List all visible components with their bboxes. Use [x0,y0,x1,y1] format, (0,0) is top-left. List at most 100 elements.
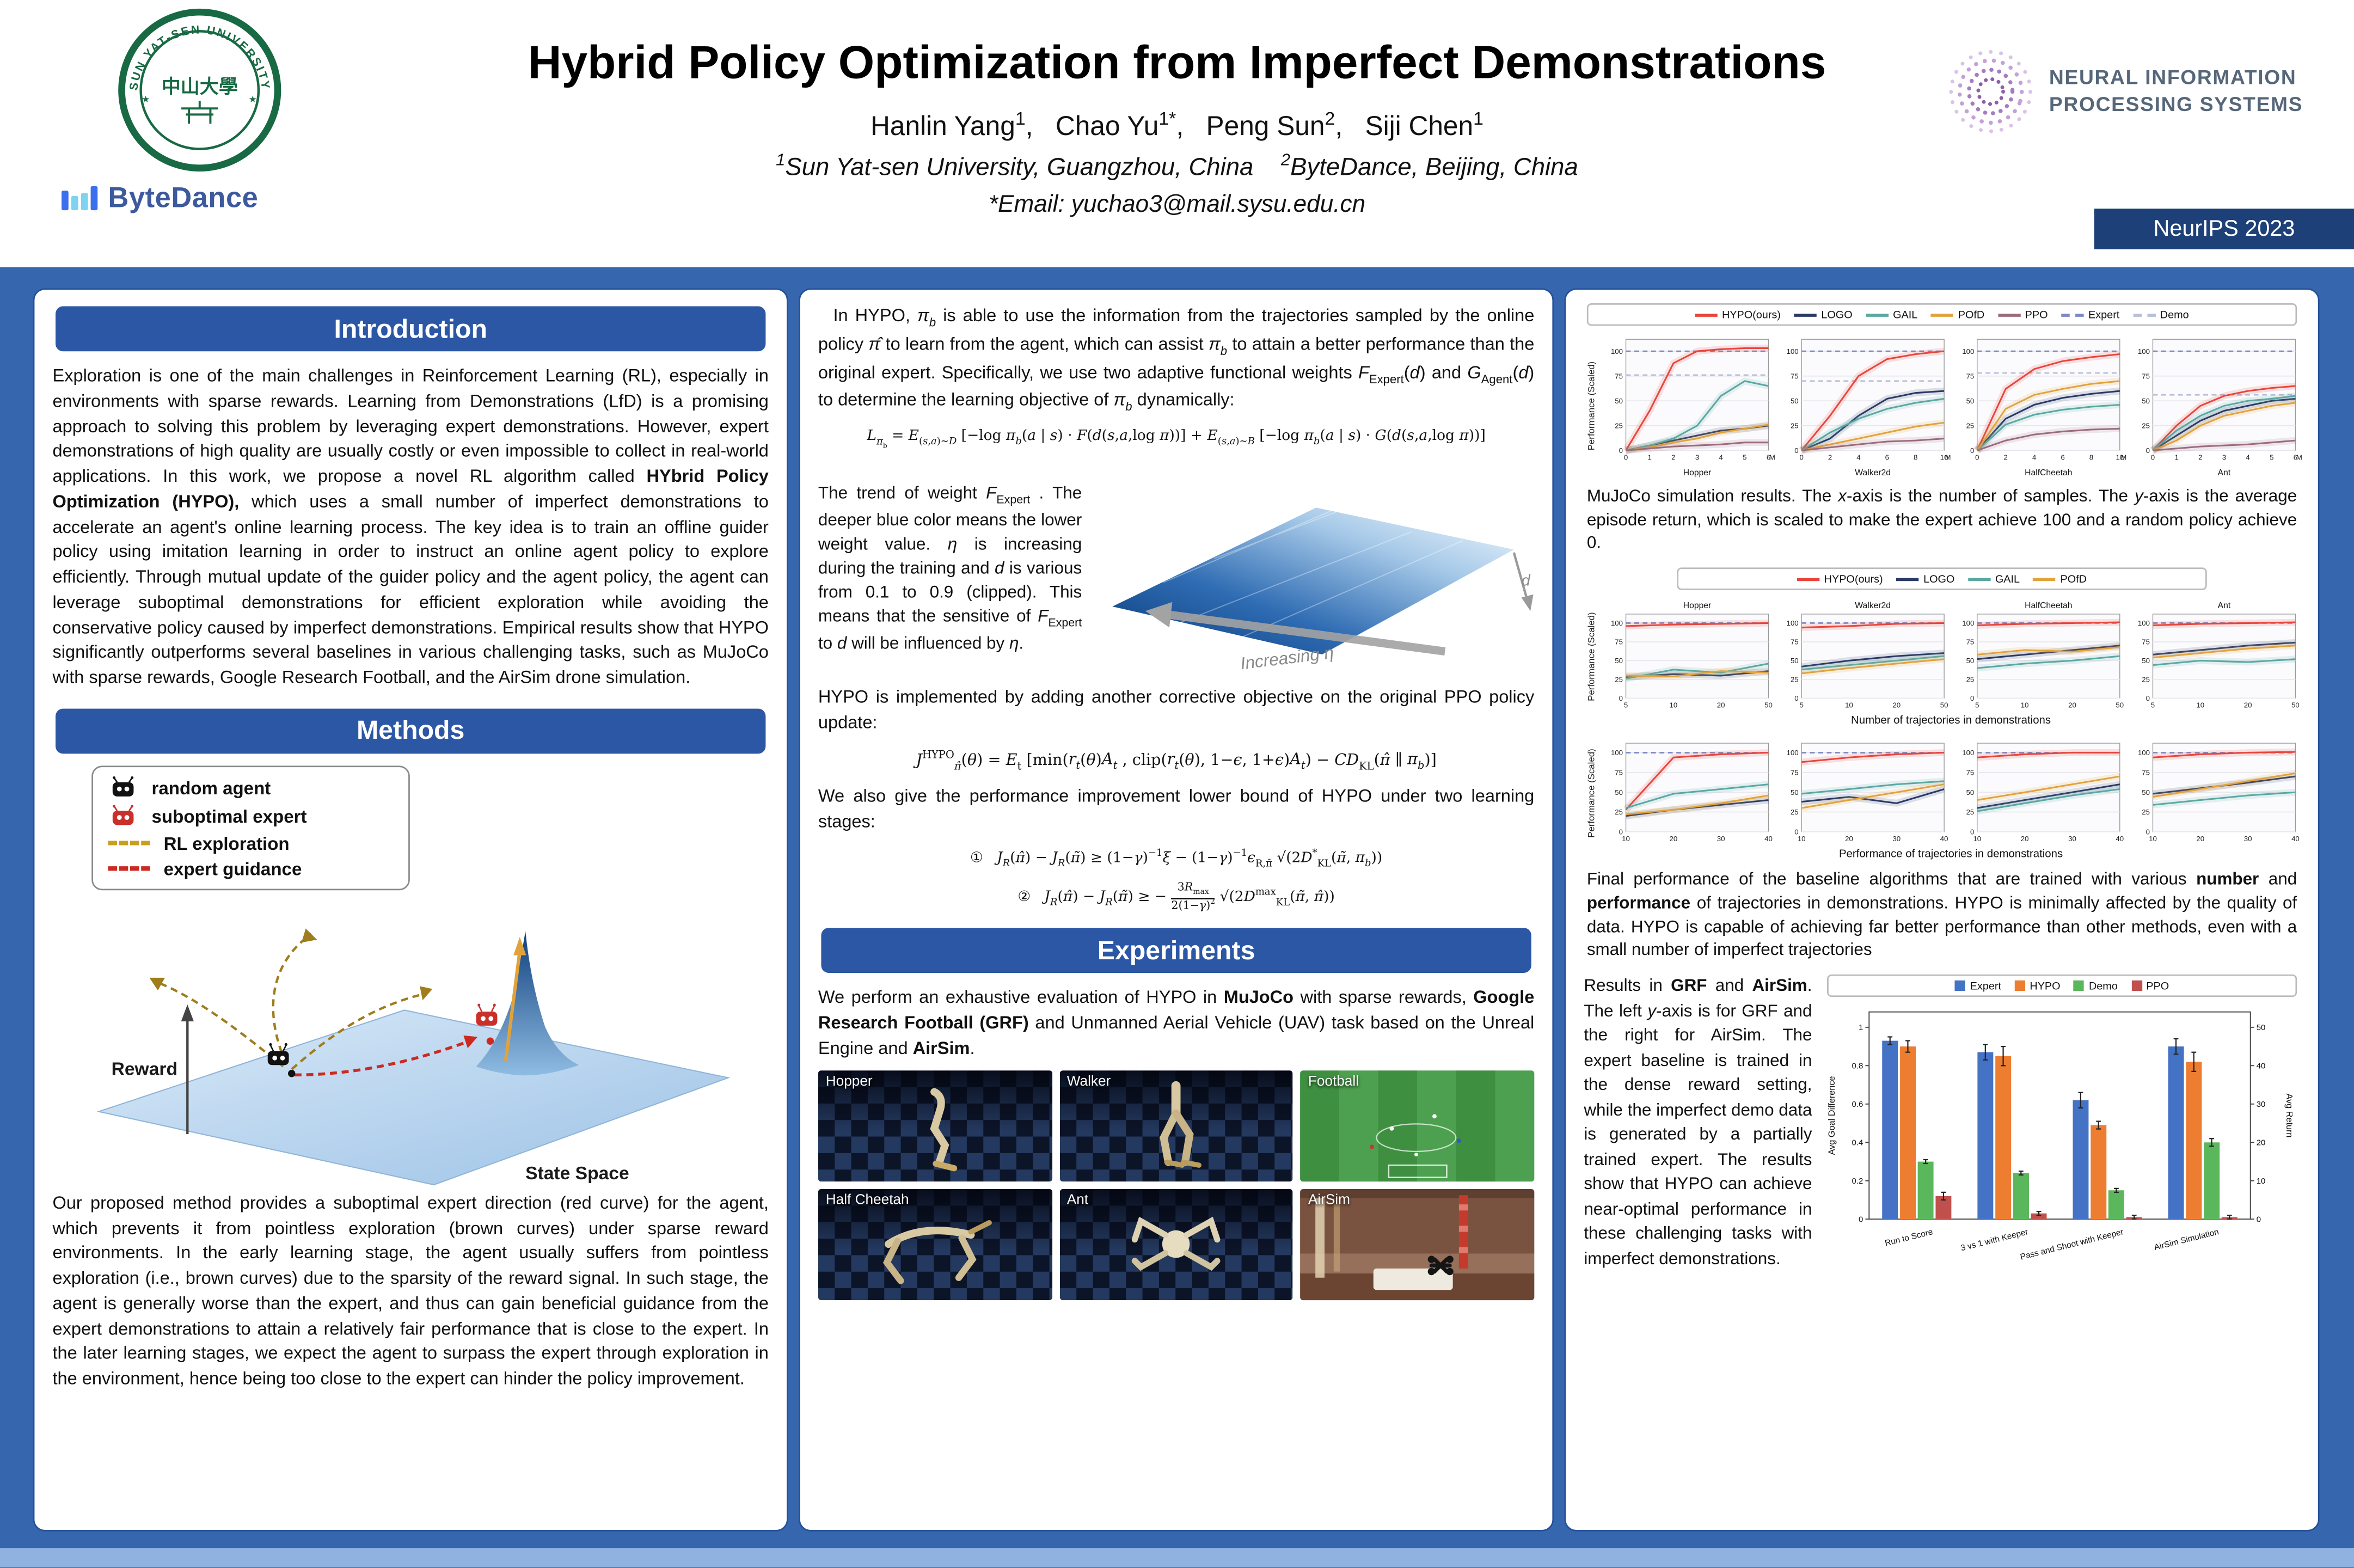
svg-text:100: 100 [1962,749,1974,757]
walker-robot-icon [1159,1080,1201,1167]
poster-header: SUN YAT-SEN UNIVERSITY ★ ★ 中山大學 ByteDanc… [0,0,2354,267]
svg-text:25: 25 [2142,421,2150,430]
trajperf-chart-hopper: 0 25 50 75 100 10 20 30 40 [1601,736,1776,850]
svg-text:8: 8 [1914,453,1917,461]
svg-text:20: 20 [2244,701,2252,709]
svg-text:100: 100 [1787,620,1799,628]
state-space-label: State Space [525,1163,629,1183]
svg-text:100: 100 [2138,347,2150,356]
bar-legend-demo: Demo [2074,979,2118,993]
svg-text:50: 50 [1966,788,1975,797]
trajnum-chart-hopper: 0 25 50 75 100 5 10 20 50 Hopper [1601,596,1776,716]
svg-text:25: 25 [1615,421,1623,430]
svg-text:0.2: 0.2 [1852,1177,1863,1186]
dashed-yellow-line-icon [108,841,150,846]
trajperf-axis-label: Performance of trajectories in demonstra… [1838,847,2063,861]
svg-text:75: 75 [1615,372,1623,380]
methods-text: Our proposed method provides a suboptima… [52,1191,769,1389]
svg-text:2: 2 [1828,453,1832,461]
ablation-caption: Final performance of the baseline algori… [1586,871,2297,960]
svg-text:20: 20 [1892,701,1901,709]
grf-airsim-block: Results in GRF and AirSim. The left y-ax… [1584,975,2300,1288]
logo-line-swatch [1794,313,1817,316]
pofd-line-swatch [1931,313,1954,316]
svg-text:4: 4 [2032,453,2036,461]
svg-text:AirSim Simulation: AirSim Simulation [2153,1228,2220,1253]
svg-text:50: 50 [1615,788,1623,797]
svg-text:20: 20 [1670,835,1678,843]
legend-item-hypo: HYPO(ours) [1695,308,1781,321]
svg-text:4: 4 [1856,453,1860,461]
trajectory-number-charts: Performance (Scaled) 0 25 50 75 100 5 10 20 50 Ho… [1584,596,2300,716]
svg-text:M: M [2296,453,2302,461]
tile-football: Football [1301,1069,1535,1181]
svg-text:75: 75 [1966,769,1975,777]
svg-text:Walker2d: Walker2d [1855,601,1891,610]
svg-text:100: 100 [1962,347,1974,356]
weight-trend-text: The trend of weight FExpert . The deeper… [818,485,1082,653]
exploration-curves [155,933,427,1070]
random-agent-robot [267,1043,289,1065]
svg-text:100: 100 [1611,347,1623,356]
methods-figure: Reward State Space [96,928,730,1185]
svg-text:0: 0 [2146,828,2150,836]
bar-legend: Expert HYPO Demo PPO [1827,975,2297,997]
airsim-scene-icon [1316,1194,1469,1289]
suboptimal-expert-robot [475,1003,497,1026]
svg-text:0: 0 [1794,695,1798,703]
svg-text:5: 5 [2151,701,2155,709]
svg-text:Avg Goal Difference: Avg Goal Difference [1827,1076,1837,1155]
environment-tiles: Hopper Walker Football [818,1069,1535,1300]
svg-text:10: 10 [2021,701,2029,709]
hypo-intro-text: In HYPO, πb is able to use the informati… [818,304,1535,414]
legend-item-gail-2: GAIL [1968,572,2020,586]
svg-text:0: 0 [2151,453,2155,461]
svg-text:★: ★ [142,94,150,105]
legend-item-random-agent: random agent [108,776,394,800]
bytedance-logo: ByteDance [60,180,258,219]
legend-item-expert-guidance: expert guidance [108,859,394,879]
svg-text:40: 40 [2257,1062,2266,1071]
bound-equation-2: ② JR(π̂) − JR(π̃) ≥ − 3Rmax 2(1−γ)2 √(2Dm… [1017,879,1335,912]
svg-text:50: 50 [1615,657,1623,665]
tile-airsim: AirSim [1301,1188,1535,1300]
sysu-logo: SUN YAT-SEN UNIVERSITY ★ ★ 中山大學 [118,8,281,172]
ppo-line-swatch [1998,313,2021,316]
svg-text:0.8: 0.8 [1852,1062,1863,1071]
neurips-logo: NEURAL INFORMATION PROCESSING SYSTEMS [1947,48,2303,135]
weight-surface-figure: Increasing η d [1112,480,1533,673]
ablation-legend: HYPO(ours) LOGO GAIL POfD [1677,567,2207,591]
svg-text:0: 0 [1794,446,1798,455]
trajnum-chart-ant: 0 25 50 75 100 5 10 20 50 Ant [2128,596,2303,716]
tile-ant: Ant [1059,1188,1294,1300]
svg-text:30: 30 [1892,835,1901,843]
svg-text:50: 50 [1940,701,1948,709]
svg-text:100: 100 [2138,749,2150,757]
legend-item-suboptimal-expert: suboptimal expert [108,804,394,828]
svg-text:100: 100 [1787,749,1799,757]
svg-text:20: 20 [1845,835,1853,843]
football-pitch-icon [1370,1113,1462,1178]
svg-text:M: M [1769,453,1775,461]
trajperf-chart-ant: 0 25 50 75 100 10 20 30 40 [2128,736,2303,850]
svg-text:3 vs 1 with Keeper: 3 vs 1 with Keeper [1960,1228,2029,1253]
mujoco-legend: HYPO(ours) LOGO GAIL POfD PPO Expert Dem… [1586,303,2297,326]
svg-text:0: 0 [1970,446,1974,455]
bar-chart-block: Expert HYPO Demo PPO 0 0.2 0.4 0.6 0.8 1 0 10 20… [1824,975,2300,1288]
trajnum-chart-walker2d: 0 25 50 75 100 5 10 20 50 Walker2d [1776,596,1952,716]
svg-text:50: 50 [2142,397,2150,405]
svg-text:50: 50 [2142,657,2150,665]
svg-text:0: 0 [2146,446,2150,455]
svg-text:4: 4 [2246,453,2249,461]
section-header-introduction: Introduction [56,306,766,352]
robot-black-icon [112,776,134,797]
gail-line-swatch [1866,313,1889,316]
svg-text:3: 3 [1695,453,1699,461]
svg-text:8: 8 [2089,453,2093,461]
weight-trend-block: The trend of weight FExpert . The deeper… [818,463,1534,676]
svg-text:2: 2 [2004,453,2008,461]
legend-item-rl-exploration: RL exploration [108,833,394,854]
expert-line-swatch [2061,313,2084,316]
trajperf-chart-walker2d: 0 25 50 75 100 10 20 30 40 [1776,736,1952,850]
bytedance-icon [62,186,98,211]
